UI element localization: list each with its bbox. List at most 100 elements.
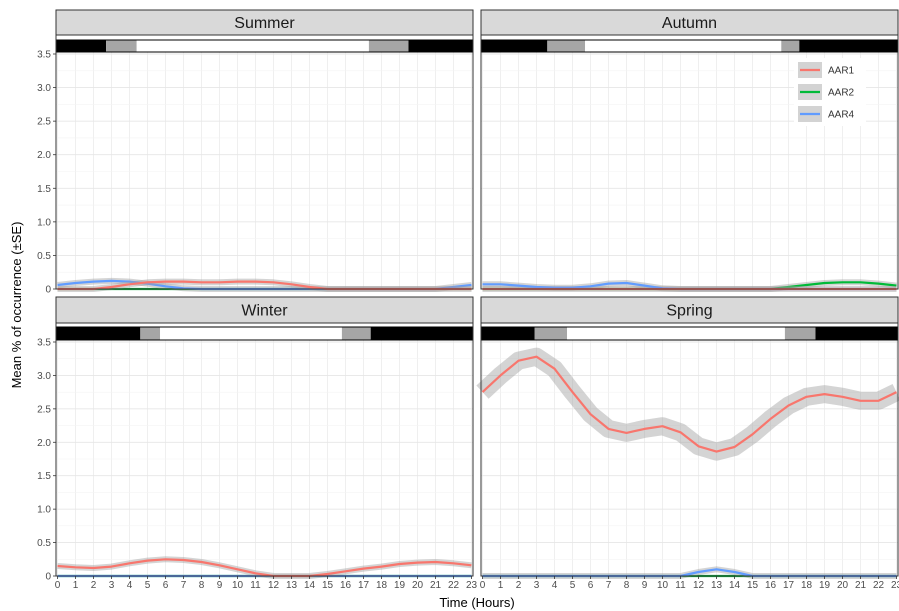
y-tick-label: 3.0 (37, 83, 51, 94)
y-tick-label: 0 (45, 285, 51, 296)
x-tick-label: 10 (657, 580, 669, 591)
y-tick-label: 3.5 (37, 50, 51, 61)
daylight-segment-night (481, 40, 548, 52)
daylight-segment-twilight (784, 327, 816, 340)
x-tick-label: 12 (268, 580, 280, 591)
daylight-segment-day (136, 40, 369, 52)
x-tick-label: 20 (837, 580, 849, 591)
panel-border-spring (480, 322, 899, 577)
x-tick-label: 14 (304, 580, 316, 591)
legend-label-aar4: AAR4 (828, 110, 855, 121)
x-tick-label: 21 (430, 580, 442, 591)
y-tick-label: 0.5 (37, 538, 51, 549)
daylight-segment-night (56, 40, 107, 52)
panel-summer: Summer 0 0.5 1.0 1.5 2.0 2.5 3.0 3.5 (37, 9, 474, 296)
x-tick-label: 23 (466, 580, 478, 591)
y-tick-label: 3.5 (37, 338, 51, 349)
plot-area-summer (56, 35, 473, 289)
y-tick-label: 2.5 (37, 117, 51, 128)
daylight-segment-night (408, 40, 473, 52)
legend-label-aar1: AAR1 (828, 66, 855, 77)
x-tick-label: 12 (693, 580, 705, 591)
x-tick-label: 0 (480, 580, 486, 591)
y-tick-label: 2.0 (37, 150, 51, 161)
x-tick-label: 22 (448, 580, 460, 591)
y-tick-label: 1.0 (37, 505, 51, 516)
x-tick-label: 4 (127, 580, 133, 591)
y-tick-label: 2.5 (37, 404, 51, 415)
x-tick-label: 6 (163, 580, 169, 591)
daylight-segment-twilight (341, 327, 371, 340)
x-tick-label: 17 (358, 580, 370, 591)
panel-border-autumn (480, 34, 899, 290)
strip-title-winter: Winter (241, 303, 288, 320)
x-tick-label: 18 (376, 580, 388, 591)
x-tick-label: 22 (873, 580, 885, 591)
y-tick-label: 1.5 (37, 471, 51, 482)
y-tick-label: 0.5 (37, 251, 51, 262)
x-tick-label: 18 (801, 580, 813, 591)
x-tick-label: 13 (286, 580, 298, 591)
x-tick-label: 2 (516, 580, 522, 591)
daylight-segment-night (799, 40, 898, 52)
x-tick-label: 10 (232, 580, 244, 591)
series-line-aar1 (57, 558, 472, 578)
panel-border-summer (55, 34, 474, 290)
daylight-segment-twilight (140, 327, 161, 340)
panel-autumn: Autumn AAR1 AAR2 AAR4 (480, 9, 899, 292)
x-tick-label: 7 (181, 580, 187, 591)
daylight-segment-twilight (368, 40, 409, 52)
x-tick-label: 8 (624, 580, 630, 591)
strip-title-autumn: Autumn (662, 15, 717, 32)
x-tick-label: 0 (55, 580, 61, 591)
x-tick-label: 9 (642, 580, 648, 591)
daylight-segment-twilight (547, 40, 586, 52)
x-tick-label: 7 (606, 580, 612, 591)
x-tick-label: 23 (891, 580, 899, 591)
daylight-segment-day (585, 40, 782, 52)
x-tick-label: 8 (199, 580, 205, 591)
x-axis-title: Time (Hours) (439, 595, 514, 610)
strip-summer (55, 9, 474, 36)
y-tick-label: 3.0 (37, 371, 51, 382)
daylight-segment-night (370, 327, 473, 340)
daylight-segment-twilight (106, 40, 137, 52)
x-tick-label: 15 (747, 580, 759, 591)
x-tick-label: 2 (91, 580, 97, 591)
x-tick-label: 19 (819, 580, 831, 591)
x-tick-label: 15 (322, 580, 334, 591)
daylight-segment-day (567, 327, 785, 340)
y-tick-label: 1.5 (37, 184, 51, 195)
x-tick-label: 9 (217, 580, 223, 591)
y-axis-title: Mean % of occurrence (±SE) (9, 222, 24, 389)
daylight-segment-night (481, 327, 535, 340)
daylight-segment-night (815, 327, 898, 340)
x-tick-label: 20 (412, 580, 424, 591)
strip-title-spring: Spring (666, 303, 712, 320)
strip-spring (480, 296, 899, 324)
daylight-segment-twilight (781, 40, 800, 52)
y-tick-label: 2.0 (37, 438, 51, 449)
x-tick-label: 17 (783, 580, 795, 591)
y-tick-label: 1.0 (37, 217, 51, 228)
x-tick-label: 5 (570, 580, 576, 591)
x-tick-label: 16 (340, 580, 352, 591)
x-tick-label: 19 (394, 580, 406, 591)
y-tick-label: 0 (45, 572, 51, 583)
x-tick-label: 1 (73, 580, 79, 591)
series-line-aar1 (481, 355, 897, 453)
series-line-aar1 (57, 280, 472, 291)
strip-autumn (480, 9, 899, 36)
panel-border-winter (55, 322, 474, 577)
x-tick-label: 3 (534, 580, 540, 591)
legend: AAR1 AAR2 AAR4 (794, 58, 866, 126)
x-tick-label: 13 (711, 580, 723, 591)
strip-winter (55, 296, 474, 324)
x-tick-label: 21 (855, 580, 867, 591)
x-tick-label: 16 (765, 580, 777, 591)
x-tick-label: 3 (109, 580, 115, 591)
x-tick-label: 11 (250, 580, 261, 591)
x-tick-label: 11 (675, 580, 686, 591)
